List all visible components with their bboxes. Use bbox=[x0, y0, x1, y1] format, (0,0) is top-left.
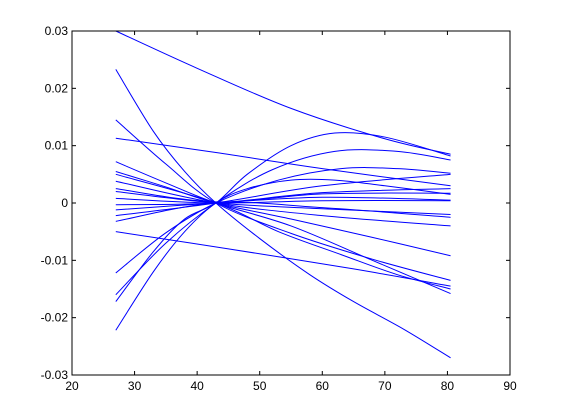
y-tick-label: 0.01 bbox=[45, 139, 69, 153]
series-line-14 bbox=[115, 201, 451, 222]
series-line-16 bbox=[115, 167, 451, 274]
x-axis: 20 30 40 50 60 70 80 90 bbox=[65, 31, 517, 393]
series-line-17 bbox=[115, 149, 451, 296]
x-tick-label: 80 bbox=[441, 379, 455, 393]
x-tick-label: 50 bbox=[253, 379, 267, 393]
y-axis: -0.03 -0.02 -0.01 0 0.01 0.02 0.03 bbox=[41, 24, 510, 382]
series-line-20 bbox=[115, 173, 451, 290]
y-tick-label: 0.03 bbox=[45, 24, 69, 38]
x-tick-label: 90 bbox=[503, 379, 517, 393]
series-line-6 bbox=[115, 170, 451, 257]
x-tick-label: 60 bbox=[316, 379, 330, 393]
series-line-8 bbox=[115, 188, 451, 203]
y-tick-label: -0.03 bbox=[41, 368, 69, 382]
x-tick-label: 20 bbox=[65, 379, 79, 393]
series-line-18 bbox=[115, 132, 451, 302]
y-tick-label: -0.01 bbox=[41, 253, 69, 267]
series-line-5 bbox=[115, 161, 451, 295]
series-layer bbox=[115, 30, 451, 359]
series-line-12 bbox=[115, 196, 451, 211]
series-line-2 bbox=[115, 69, 451, 359]
y-tick-label: 0.02 bbox=[45, 81, 69, 95]
series-line-13 bbox=[115, 173, 451, 217]
series-line-19 bbox=[115, 178, 451, 331]
series-line-9 bbox=[115, 191, 451, 215]
y-tick-label: 0 bbox=[61, 196, 68, 210]
x-tick-label: 40 bbox=[190, 379, 204, 393]
series-line-3 bbox=[115, 119, 451, 281]
y-tick-label: -0.02 bbox=[41, 311, 69, 325]
series-line-10 bbox=[115, 197, 451, 204]
series-line-7 bbox=[115, 180, 451, 227]
series-line-11 bbox=[115, 188, 451, 206]
series-line-1 bbox=[115, 30, 451, 155]
x-tick-label: 70 bbox=[378, 379, 392, 393]
plot-frame bbox=[71, 30, 511, 376]
series-line-15 bbox=[115, 231, 451, 287]
x-tick-label: 30 bbox=[128, 379, 142, 393]
